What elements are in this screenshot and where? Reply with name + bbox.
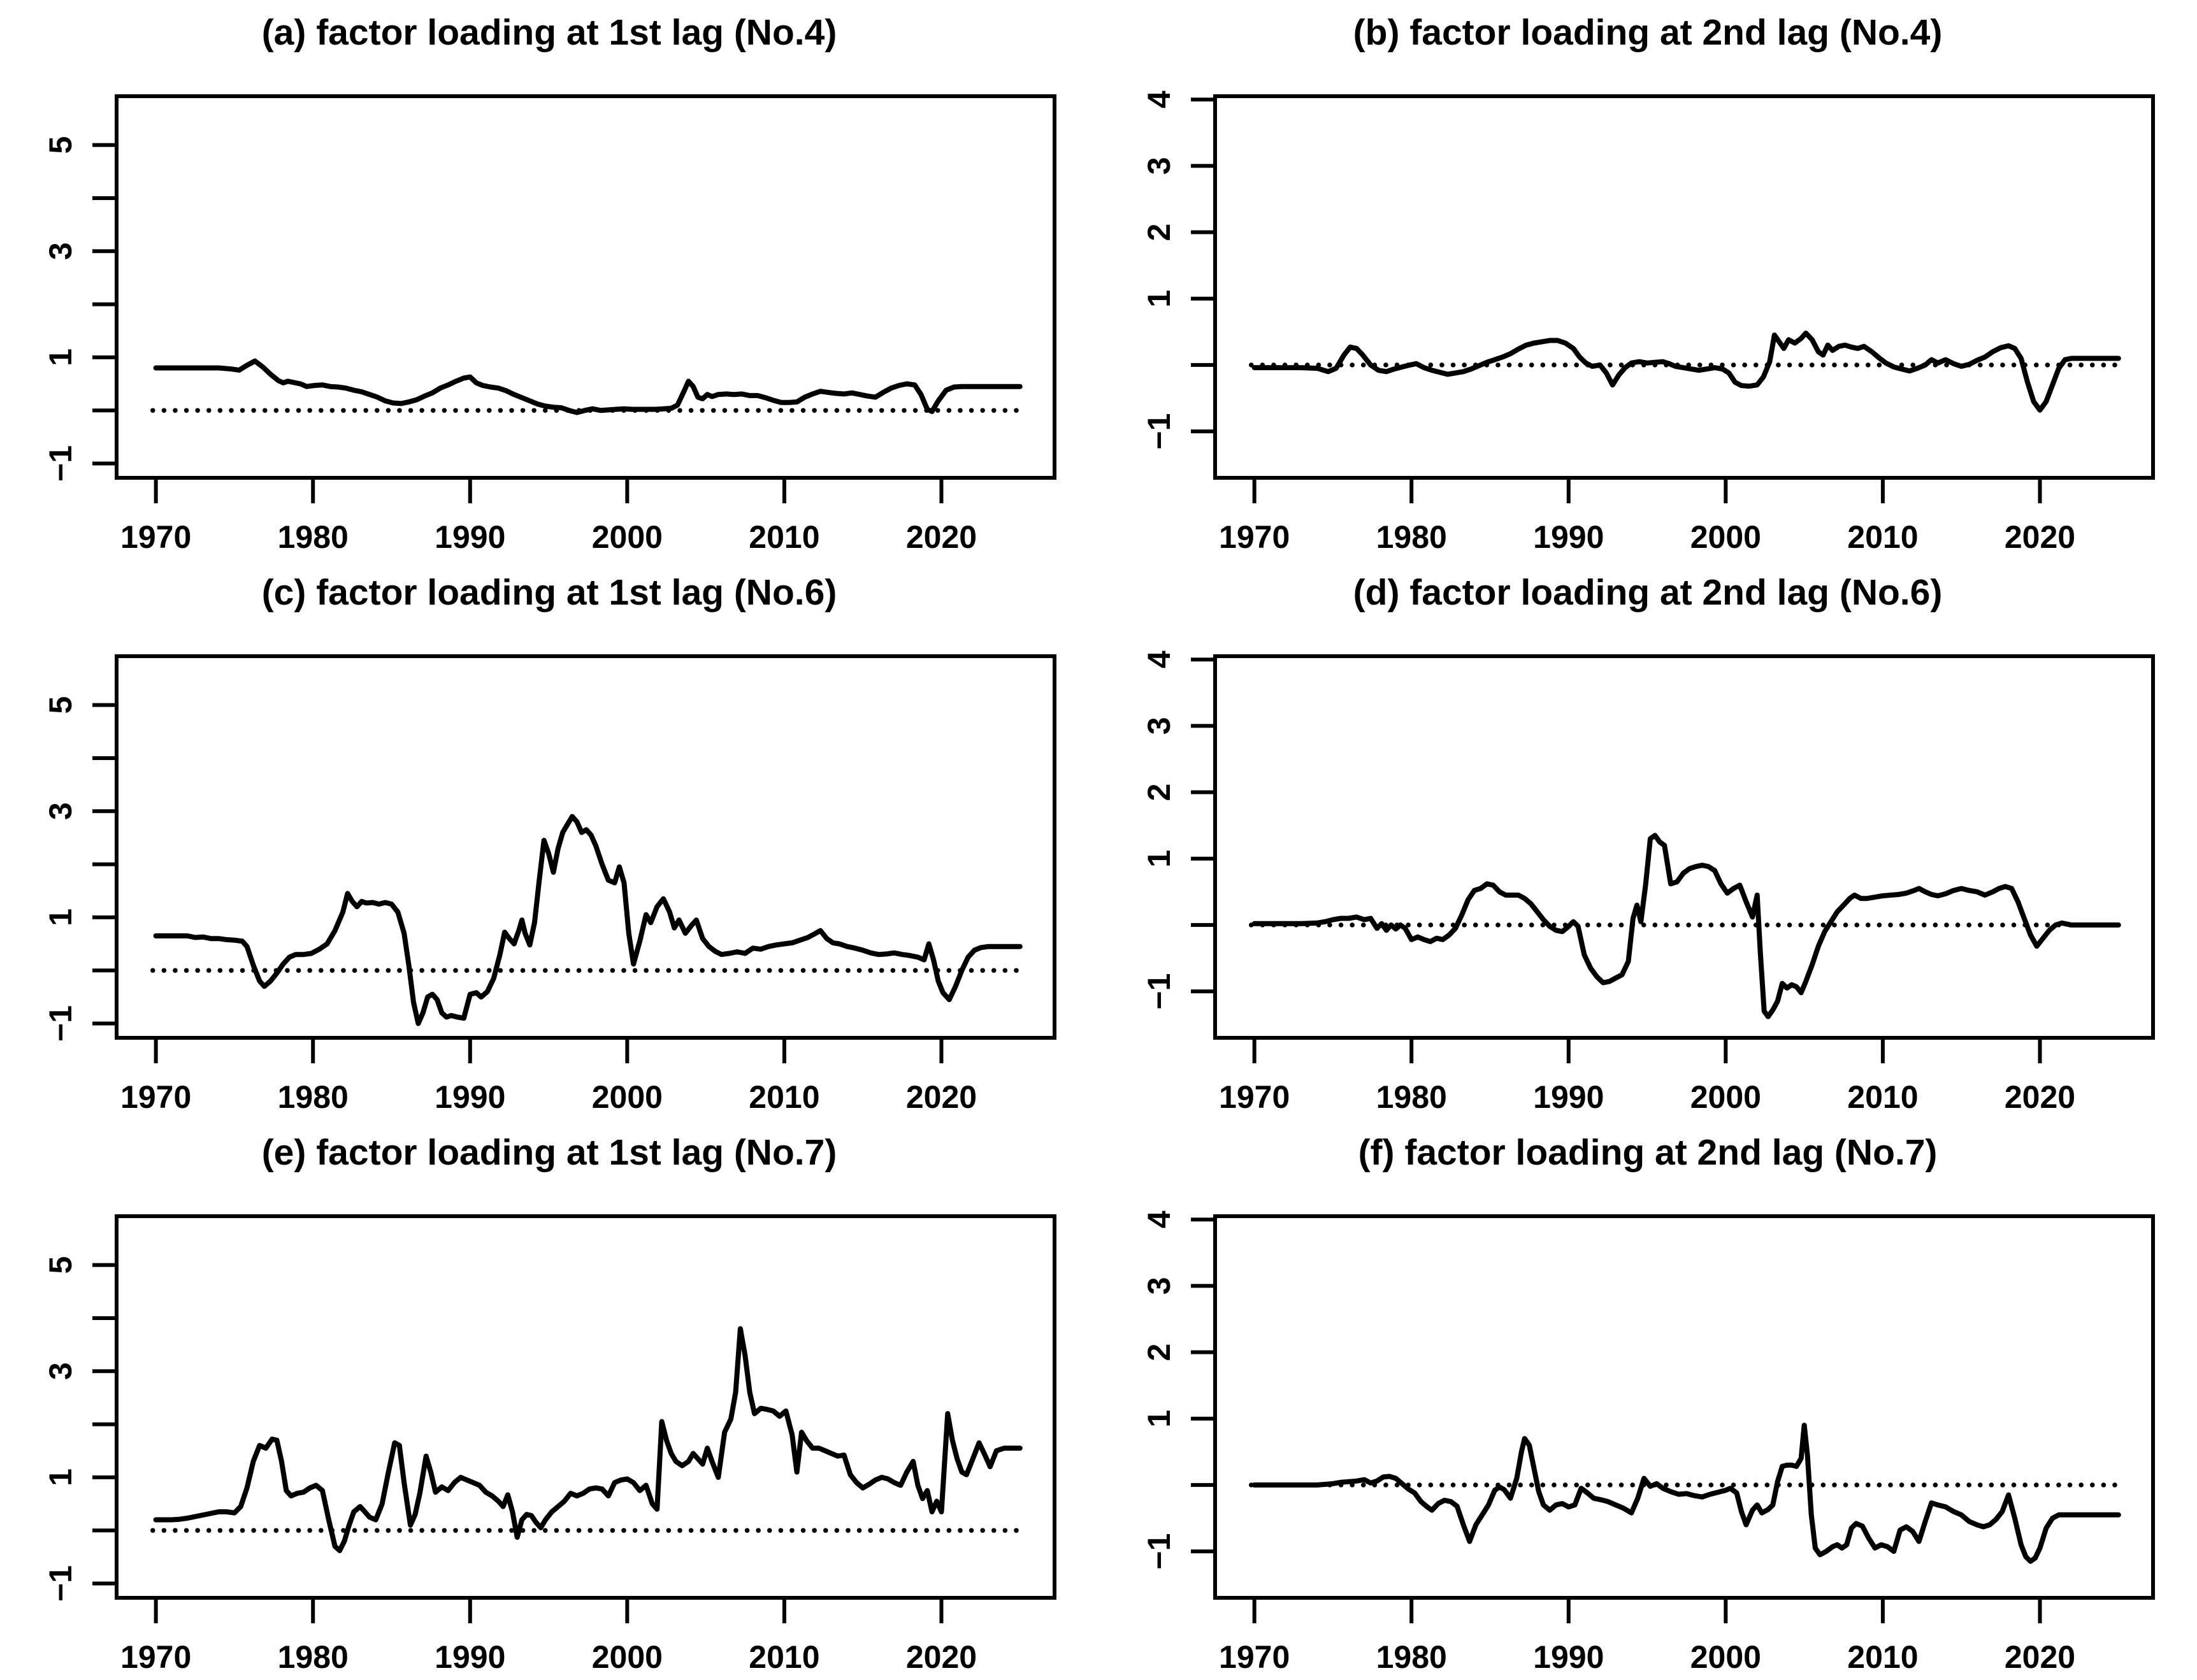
y-tick-label: 4 (1141, 90, 1177, 108)
x-tick-label: 1990 (435, 1079, 505, 1115)
panel-d-chart: −1 1 2 3 4 1970 1980 1990 2000 2010 2020 (1141, 650, 2155, 1115)
x-tick-label: 1970 (1219, 1079, 1290, 1115)
x-tick-label: 1980 (278, 1639, 349, 1675)
x-tick-label: 2010 (749, 519, 819, 555)
y-tick-label: 3 (1141, 1277, 1177, 1295)
x-tick-label: 1980 (1376, 1639, 1447, 1675)
x-tick-label: 2000 (592, 519, 663, 555)
plot-box (1213, 654, 2155, 1040)
panel-e-chart: −1 1 3 5 1970 1980 1990 2000 2010 2020 (43, 1214, 1056, 1675)
panel-e: −1 1 3 5 1970 1980 1990 2000 2010 2020 (e) factor… (0, 1120, 1098, 1679)
panel-f-chart: −1 1 2 3 4 1970 1980 1990 2000 2010 2020 (1141, 1210, 2155, 1675)
y-tick-label: −1 (1141, 413, 1177, 450)
panel-a-title: (a) factor loading at 1st lag (No.4) (261, 12, 837, 53)
x-tick-label: 2000 (592, 1079, 663, 1115)
panel-a: −1 1 3 5 1970 1980 1990 2000 2010 2020 (a) factor… (0, 0, 1098, 559)
x-tick-label: 2010 (749, 1639, 819, 1675)
plot-box (115, 94, 1056, 480)
panel-c-chart: −1 1 3 5 1970 1980 1990 2000 2010 2020 (43, 654, 1056, 1115)
panel-b: −1 1 2 3 4 1970 1980 1990 2000 2010 2020 (b) facto… (1098, 0, 2197, 559)
x-tick-label: 1990 (1533, 519, 1604, 555)
x-tick-label: 2020 (906, 1639, 977, 1675)
y-tick-label: 3 (1141, 157, 1177, 175)
panel-e-title: (e) factor loading at 1st lag (No.7) (261, 1132, 837, 1173)
x-tick-label: 1980 (1376, 1079, 1447, 1115)
x-tick-label: 1980 (278, 519, 349, 555)
plot-box (1213, 94, 2155, 480)
x-tick-label: 2020 (2005, 1079, 2075, 1115)
x-tick-label: 1970 (120, 1079, 191, 1115)
x-tick-label: 2010 (1847, 519, 1918, 555)
y-tick-label: −1 (1141, 973, 1177, 1010)
y-tick-label: 3 (43, 1362, 78, 1380)
y-tick-label: 4 (1141, 650, 1177, 668)
x-tick-label: 2000 (592, 1639, 663, 1675)
y-tick-label: 5 (43, 696, 78, 714)
x-tick-label: 2020 (906, 519, 977, 555)
x-tick-label: 2020 (2005, 1639, 2075, 1675)
panel-a-chart: −1 1 3 5 1970 1980 1990 2000 2010 2020 (43, 94, 1056, 555)
x-tick-label: 2010 (1847, 1079, 1918, 1115)
y-tick-label: 1 (43, 348, 78, 366)
series-line (153, 814, 1023, 1026)
y-tick-label: −1 (43, 445, 78, 482)
x-tick-label: 2000 (1690, 519, 1761, 555)
x-tick-label: 1970 (120, 519, 191, 555)
series-line (153, 1326, 1023, 1553)
x-tick-label: 1970 (1219, 1639, 1290, 1675)
y-tick-label: 2 (1141, 784, 1177, 801)
series-line (153, 358, 1023, 415)
plot-box (1213, 1214, 2155, 1600)
x-tick-label: 1970 (1219, 519, 1290, 555)
panel-f: −1 1 2 3 4 1970 1980 1990 2000 2010 2020 (f) facto… (1098, 1120, 2197, 1679)
y-tick-label: 3 (43, 802, 78, 820)
x-tick-label: 1990 (1533, 1639, 1604, 1675)
panel-c-title: (c) factor loading at 1st lag (No.6) (261, 572, 837, 613)
x-tick-label: 2000 (1690, 1639, 1761, 1675)
y-tick-label: −1 (43, 1565, 78, 1602)
y-tick-label: 1 (43, 908, 78, 926)
x-tick-label: 2020 (2005, 519, 2075, 555)
y-tick-label: 3 (1141, 717, 1177, 735)
x-tick-label: 1990 (435, 519, 505, 555)
y-tick-label: 2 (1141, 224, 1177, 241)
panel-d-title: (d) factor loading at 2nd lag (No.6) (1353, 572, 1943, 613)
plot-box (115, 654, 1056, 1040)
y-tick-label: 1 (1141, 850, 1177, 868)
x-tick-label: 2010 (749, 1079, 819, 1115)
y-tick-label: 5 (43, 136, 78, 154)
series-line (1251, 330, 2121, 413)
x-tick-label: 1990 (1533, 1079, 1604, 1115)
x-tick-label: 2010 (1847, 1639, 1918, 1675)
panel-d: −1 1 2 3 4 1970 1980 1990 2000 2010 2020 (d) facto… (1098, 560, 2197, 1119)
x-tick-label: 1980 (278, 1079, 349, 1115)
x-tick-label: 1970 (120, 1639, 191, 1675)
y-tick-label: 1 (1141, 1410, 1177, 1428)
panel-f-title: (f) factor loading at 2nd lag (No.7) (1358, 1132, 1938, 1173)
y-tick-label: 1 (43, 1468, 78, 1486)
y-tick-label: 1 (1141, 290, 1177, 308)
series-line (1251, 833, 2121, 1019)
y-tick-label: −1 (1141, 1533, 1177, 1570)
panel-b-chart: −1 1 2 3 4 1970 1980 1990 2000 2010 2020 (1141, 90, 2155, 555)
x-tick-label: 1990 (435, 1639, 505, 1675)
panel-c: −1 1 3 5 1970 1980 1990 2000 2010 2020 (c) factor… (0, 560, 1098, 1119)
x-tick-label: 2000 (1690, 1079, 1761, 1115)
y-tick-label: 3 (43, 242, 78, 260)
x-tick-label: 1980 (1376, 519, 1447, 555)
x-tick-label: 2020 (906, 1079, 977, 1115)
y-tick-label: −1 (43, 1005, 78, 1042)
series-line (1251, 1423, 2121, 1564)
plot-box (115, 1214, 1056, 1600)
y-tick-label: 5 (43, 1256, 78, 1274)
y-tick-label: 4 (1141, 1210, 1177, 1228)
panel-b-title: (b) factor loading at 2nd lag (No.4) (1353, 12, 1943, 53)
y-tick-label: 2 (1141, 1344, 1177, 1361)
